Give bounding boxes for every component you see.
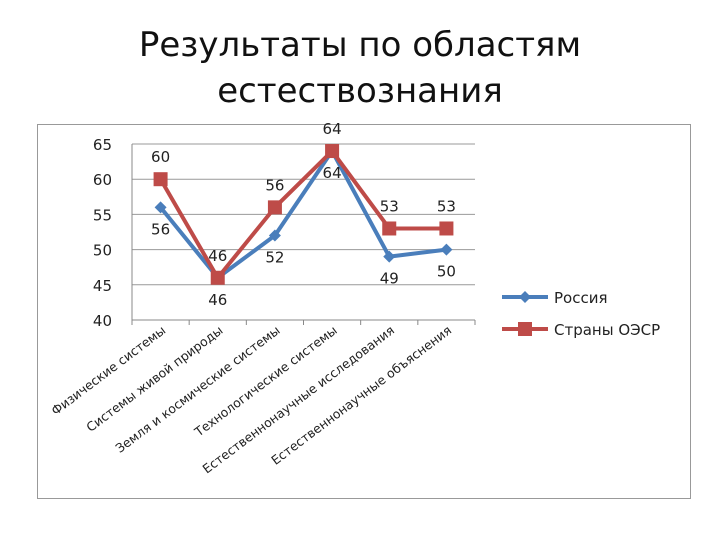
data-label-oecd: 46 bbox=[208, 247, 227, 265]
data-point-oecd bbox=[382, 221, 397, 236]
data-point-oecd bbox=[439, 221, 454, 236]
legend-label-russia: Россия bbox=[554, 289, 608, 307]
legend-marker-oecd bbox=[518, 322, 532, 336]
data-point-oecd bbox=[210, 270, 225, 285]
legend-label-oecd: Страны ОЭСР bbox=[554, 321, 660, 339]
y-tick-label: 45 bbox=[93, 277, 112, 295]
title-line-1: Результаты по областям bbox=[138, 25, 582, 65]
data-point-oecd bbox=[153, 172, 168, 187]
data-point-russia bbox=[440, 243, 453, 256]
data-label-russia: 64 bbox=[323, 164, 342, 182]
data-point-oecd bbox=[325, 144, 340, 159]
data-point-russia bbox=[154, 201, 167, 214]
data-label-oecd: 64 bbox=[323, 120, 342, 138]
data-label-russia: 56 bbox=[151, 220, 170, 238]
title-line-2: естествознания bbox=[217, 71, 503, 111]
page-title: Результаты по областям естествознания bbox=[0, 22, 720, 114]
data-point-oecd bbox=[267, 200, 282, 215]
data-point-russia bbox=[268, 229, 281, 242]
data-label-oecd: 60 bbox=[151, 148, 170, 166]
y-tick-label: 40 bbox=[93, 312, 112, 330]
data-label-oecd: 56 bbox=[265, 176, 284, 194]
data-label-oecd: 53 bbox=[380, 197, 399, 215]
legend-marker-russia bbox=[519, 291, 531, 303]
y-tick-label: 55 bbox=[93, 206, 112, 224]
data-label-russia: 46 bbox=[208, 291, 227, 309]
data-label-russia: 50 bbox=[437, 263, 456, 281]
y-tick-label: 60 bbox=[93, 171, 112, 189]
data-point-russia bbox=[383, 250, 396, 263]
series-line-oecd bbox=[158, 149, 447, 280]
series-line-russia bbox=[159, 149, 447, 280]
chart-frame bbox=[37, 124, 691, 499]
data-label-russia: 49 bbox=[380, 270, 399, 288]
y-tick-label: 65 bbox=[93, 136, 112, 154]
data-label-oecd: 53 bbox=[437, 197, 456, 215]
y-tick-label: 50 bbox=[93, 242, 112, 260]
data-label-russia: 52 bbox=[265, 249, 284, 267]
